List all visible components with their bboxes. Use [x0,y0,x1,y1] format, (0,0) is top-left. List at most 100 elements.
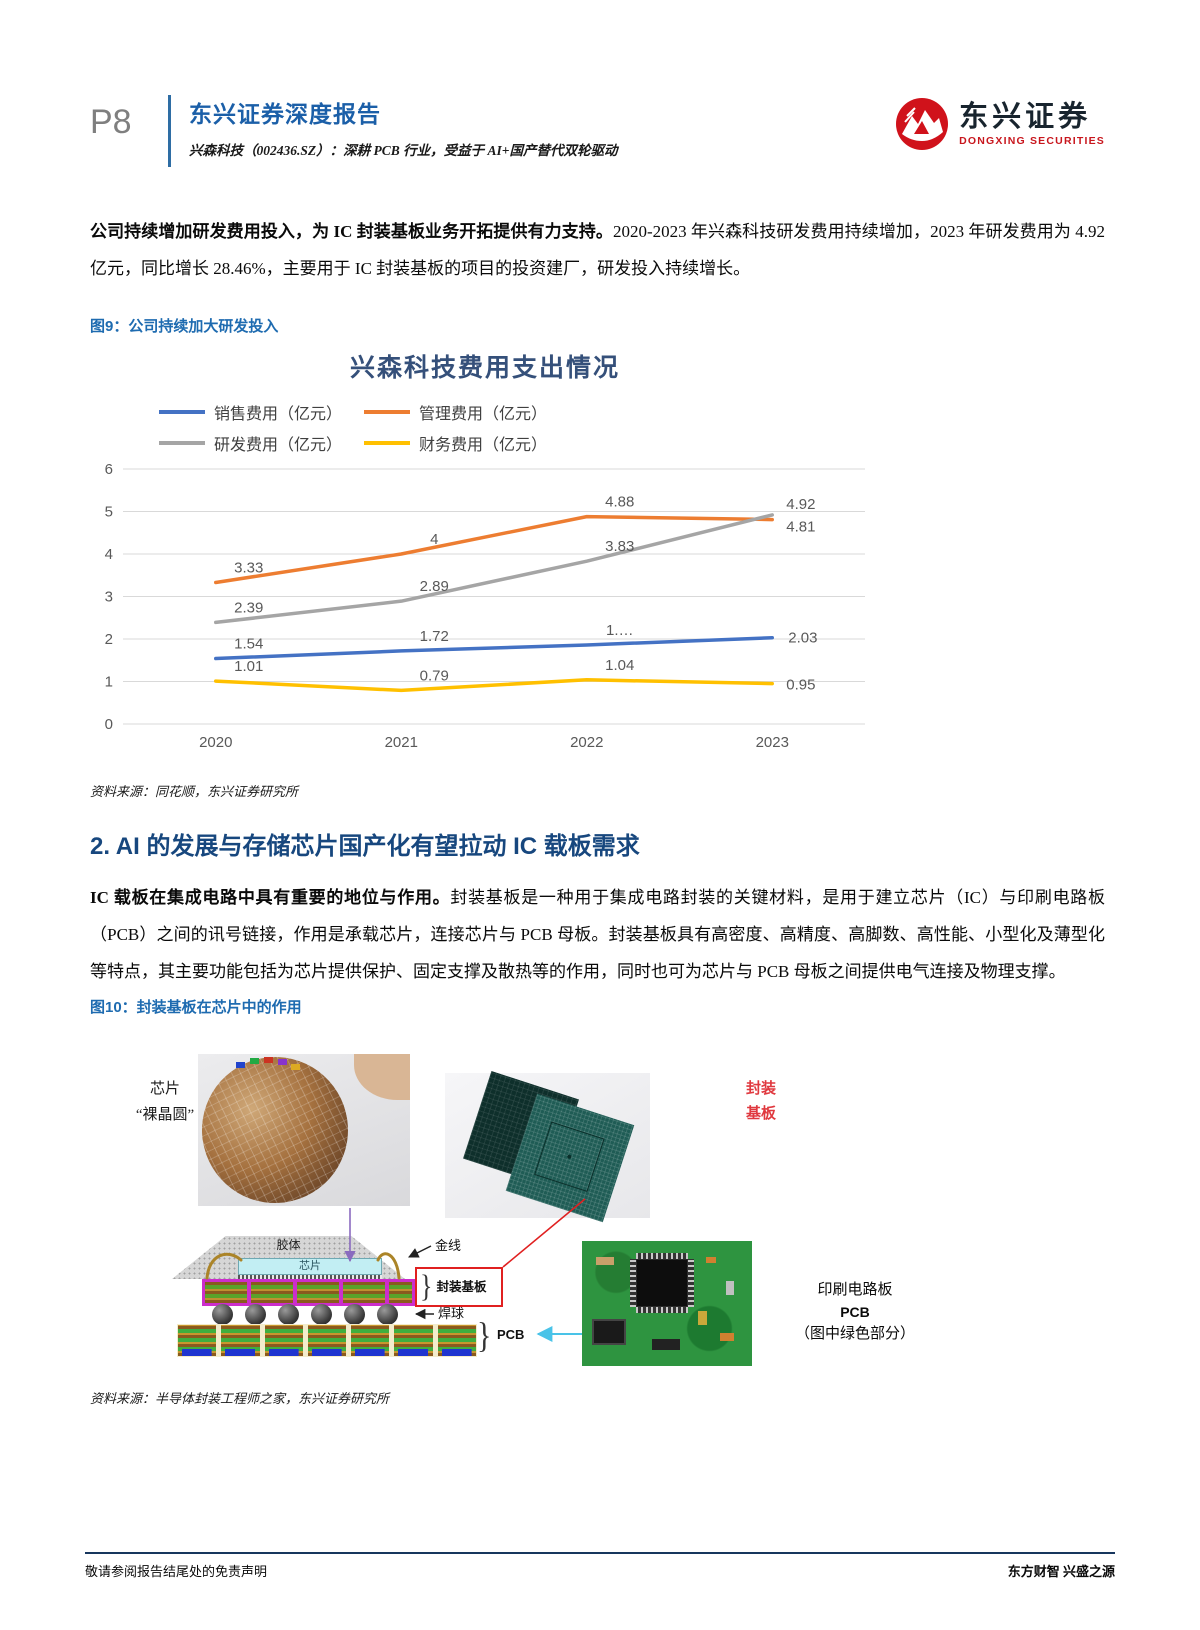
y-tick-label: 0 [105,716,113,733]
wafer-die-speck [264,1057,273,1063]
data-label: 2.03 [788,630,817,647]
substrate-layer [202,1279,415,1306]
package-substrate-callout: } 封装基板 [415,1267,503,1307]
legend-label: 管理费用（亿元） [419,406,548,423]
paragraph2-lead-bold: IC 载板在集成电路中具有重要的地位与作用。 [90,888,451,907]
paragraph-ic-substrate: IC 载板在集成电路中具有重要的地位与作用。封装基板是一种用于集成电路封装的关键… [90,879,1105,990]
page-header: P8 东兴证券深度报告 兴森科技（002436.SZ）：深耕 PCB 行业，受益… [90,95,1105,167]
chart-title: 兴森科技费用支出情况 [349,354,620,382]
bump-row [238,1275,382,1279]
legend-label: 财务费用（亿元） [419,437,548,454]
figure9-caption: 图9：公司持续加大研发投入 [90,318,279,335]
data-label: 3.33 [234,559,263,576]
series-line [214,635,774,661]
header-titles: 东兴证券深度报告 兴森科技（002436.SZ）：深耕 PCB 行业，受益于 A… [189,95,617,159]
chip-pins [636,1307,688,1313]
legend-item: 销售费用（亿元） [159,400,342,424]
page-footer: 敬请参阅报告结尾处的免责声明 东方财智 兴盛之源 [85,1552,1115,1580]
solder-ball [245,1304,266,1325]
data-label: 1.… [606,622,634,639]
smd-component [720,1333,734,1341]
paragraph2-body: 封装基板是一种用于集成电路封装的关键材料，是用于建立芯片（IC）与印刷电路板（P… [90,888,1105,981]
legend-row: 销售费用（亿元） 管理费用（亿元） [159,400,875,424]
x-tick-label: 2021 [385,734,418,751]
substrate-red-label: 封装 基板 [745,1081,776,1122]
company-logo: 东兴证券 DONGXING SECURITIES [895,95,1105,151]
y-tick-label: 4 [105,546,113,563]
pcb-right-label: 印刷电路板 PCB （图中绿色部分） [794,1282,915,1342]
wafer-photo [198,1054,410,1206]
paragraph-lead-bold: 公司持续增加研发费用投入，为 IC 封装基板业务开拓提供有力支持。 [90,222,613,241]
wafer-die-speck [236,1062,245,1068]
x-tick-label: 2023 [756,734,789,751]
pcb-segment [221,1325,260,1356]
wafer-die-speck [291,1064,300,1070]
gold-wire-label: 金线 [435,1238,462,1253]
y-tick-label: 3 [105,589,113,606]
solder-ball [278,1304,299,1325]
logo-cn-text: 东兴证券 [959,100,1092,133]
x-tick-label: 2020 [199,734,232,751]
chip-pins [630,1259,636,1307]
series-line [214,514,774,585]
footer-slogan: 东方财智 兴盛之源 [1007,1564,1115,1579]
pcb-segment [351,1325,390,1356]
pcb-segment [394,1325,433,1356]
data-label: 0.95 [786,677,815,694]
legend-row: 研发费用（亿元） 财务费用（亿元） [159,431,875,455]
chart-legend: 销售费用（亿元） 管理费用（亿元） 研发费用（亿元） 财务费用（亿元） [159,400,875,455]
molding-label: 胶体 [276,1238,301,1252]
chip-pins [636,1253,688,1259]
hand-finger [354,1054,410,1100]
pcb-segment [307,1325,347,1356]
wafer-die-speck [250,1058,259,1064]
data-label: 1.04 [605,657,634,674]
pcb-board-photo [582,1241,752,1366]
smd-component [596,1257,614,1265]
solder-ball [377,1304,398,1325]
figure10-composite: 芯片 “裸晶圆” [95,1031,1095,1376]
footer-disclaimer: 敬请参阅报告结尾处的免责声明 [85,1564,268,1579]
header-divider [168,95,171,167]
figure10-source: 资料来源：半导体封装工程师之家，东兴证券研究所 [90,1391,390,1406]
figure10-caption: 图10：封装基板在芯片中的作用 [90,999,302,1016]
y-tick-label: 1 [105,674,113,691]
brace-glyph: } [420,1269,433,1304]
data-label: 2.39 [234,599,263,616]
paragraph-body: 2020-2023 年兴森科技研发费用持续增加，2023 年研发费用为 4.92… [90,222,1105,278]
section2-heading: 2. AI 的发展与存储芯片国产化有望拉动 IC 载板需求 [90,833,640,860]
logo-text: 东兴证券 DONGXING SECURITIES [959,102,1105,147]
data-label: 4.81 [786,519,815,536]
pcb-segment [178,1325,217,1356]
y-tick-label: 2 [105,631,113,648]
smd-component [652,1339,680,1350]
data-label: 4.88 [605,494,634,511]
pcb-layer [177,1324,477,1357]
logo-en-text: DONGXING SECURITIES [959,134,1105,147]
series-line [214,513,774,625]
report-type-title: 东兴证券深度报告 [189,101,381,127]
smd-component [698,1311,707,1325]
package-substrate-label: 封装基板 [436,1280,487,1294]
page-number: P8 [90,103,132,141]
y-tick-label: 5 [105,504,113,521]
series-line [214,678,774,693]
qfp-chip [636,1259,688,1307]
legend-label: 销售费用（亿元） [214,406,343,423]
chip-pins [688,1259,694,1307]
figure9-source: 资料来源：同花顺，东兴证券研究所 [90,784,299,799]
pcb-segment [437,1325,476,1356]
data-label: 2.89 [420,578,449,595]
smd-component [706,1257,716,1263]
solder-ball [311,1304,332,1325]
legend-swatch [364,410,411,414]
data-label: 4.92 [786,496,815,513]
solder-ball [212,1304,233,1325]
pcb-label: PCB [497,1327,525,1342]
pcb-segment [264,1325,303,1356]
data-label: 4 [430,531,438,548]
gold-wire-arrow [408,1245,432,1258]
legend-swatch [159,410,205,414]
y-tick-label: 6 [105,462,113,478]
